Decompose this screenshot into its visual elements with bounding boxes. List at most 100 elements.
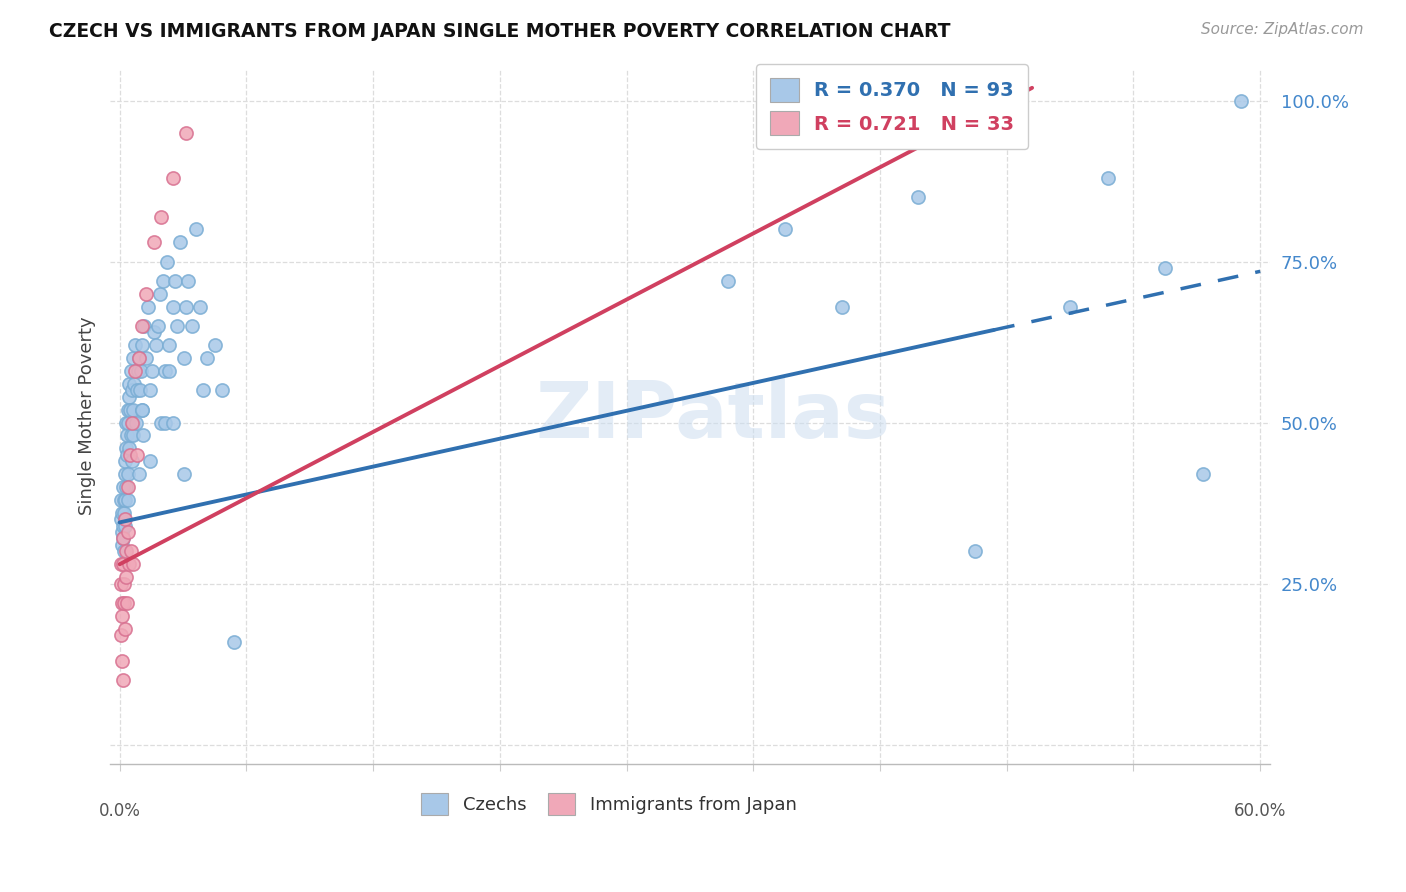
Point bbox=[122, 558, 145, 572]
Point bbox=[117, 416, 139, 430]
Point bbox=[115, 416, 138, 430]
Point bbox=[131, 319, 153, 334]
Point bbox=[125, 384, 148, 398]
Point bbox=[136, 300, 159, 314]
Point bbox=[773, 222, 796, 236]
Point bbox=[173, 467, 195, 482]
Point bbox=[114, 544, 136, 558]
Point bbox=[174, 300, 197, 314]
Point bbox=[1192, 467, 1215, 482]
Point bbox=[128, 351, 150, 366]
Point bbox=[120, 448, 142, 462]
Point bbox=[149, 286, 172, 301]
Point bbox=[117, 492, 139, 507]
Point bbox=[155, 416, 177, 430]
Point bbox=[155, 364, 177, 378]
Point bbox=[188, 300, 211, 314]
Point bbox=[110, 492, 132, 507]
Point bbox=[163, 274, 186, 288]
Point bbox=[112, 492, 135, 507]
Point bbox=[142, 326, 165, 340]
Point bbox=[112, 576, 135, 591]
Point bbox=[145, 338, 167, 352]
Point bbox=[131, 402, 153, 417]
Point bbox=[122, 376, 145, 391]
Point bbox=[139, 384, 162, 398]
Point bbox=[169, 235, 191, 250]
Point bbox=[122, 428, 145, 442]
Point bbox=[112, 506, 135, 520]
Point bbox=[193, 384, 215, 398]
Point bbox=[115, 442, 138, 456]
Point bbox=[110, 596, 132, 610]
Point bbox=[122, 351, 145, 366]
Point bbox=[117, 480, 139, 494]
Point bbox=[110, 558, 132, 572]
Point bbox=[121, 416, 143, 430]
Point bbox=[128, 384, 150, 398]
Point bbox=[120, 402, 142, 417]
Point bbox=[965, 94, 987, 108]
Point bbox=[132, 428, 155, 442]
Point bbox=[111, 532, 134, 546]
Point bbox=[114, 518, 136, 533]
Point bbox=[1097, 171, 1119, 186]
Point bbox=[110, 524, 132, 539]
Point bbox=[174, 126, 197, 140]
Point bbox=[117, 428, 139, 442]
Point bbox=[122, 402, 145, 417]
Text: 0.0%: 0.0% bbox=[98, 802, 141, 820]
Point bbox=[195, 351, 218, 366]
Point bbox=[110, 654, 132, 668]
Point bbox=[120, 428, 142, 442]
Point bbox=[965, 544, 987, 558]
Point bbox=[157, 338, 180, 352]
Point bbox=[114, 492, 136, 507]
Text: CZECH VS IMMIGRANTS FROM JAPAN SINGLE MOTHER POVERTY CORRELATION CHART: CZECH VS IMMIGRANTS FROM JAPAN SINGLE MO… bbox=[49, 22, 950, 41]
Point bbox=[150, 210, 173, 224]
Point bbox=[114, 480, 136, 494]
Point bbox=[117, 402, 139, 417]
Point bbox=[162, 171, 184, 186]
Point bbox=[117, 467, 139, 482]
Point bbox=[112, 596, 135, 610]
Point bbox=[115, 570, 138, 584]
Point bbox=[134, 319, 156, 334]
Point bbox=[162, 300, 184, 314]
Point bbox=[118, 376, 141, 391]
Point bbox=[112, 544, 135, 558]
Point bbox=[139, 454, 162, 468]
Point bbox=[118, 558, 141, 572]
Text: ZIPatlas: ZIPatlas bbox=[536, 378, 890, 454]
Point bbox=[128, 351, 150, 366]
Point bbox=[110, 506, 132, 520]
Point bbox=[162, 416, 184, 430]
Point bbox=[114, 512, 136, 526]
Point bbox=[111, 538, 134, 552]
Point bbox=[1154, 261, 1177, 276]
Point bbox=[222, 634, 245, 648]
Point bbox=[156, 254, 179, 268]
Point bbox=[121, 416, 143, 430]
Point bbox=[111, 673, 134, 687]
Point bbox=[125, 448, 148, 462]
Point bbox=[115, 596, 138, 610]
Point bbox=[152, 274, 174, 288]
Point bbox=[115, 448, 138, 462]
Point bbox=[157, 364, 180, 378]
Point bbox=[125, 416, 148, 430]
Point bbox=[142, 235, 165, 250]
Point bbox=[110, 576, 132, 591]
Point bbox=[118, 442, 141, 456]
Point bbox=[124, 338, 146, 352]
Point bbox=[124, 364, 146, 378]
Point bbox=[128, 467, 150, 482]
Text: 60.0%: 60.0% bbox=[1234, 802, 1286, 820]
Point bbox=[135, 351, 157, 366]
Point bbox=[117, 524, 139, 539]
Point bbox=[118, 390, 141, 404]
Point bbox=[184, 222, 207, 236]
Point bbox=[150, 416, 173, 430]
Point bbox=[717, 274, 740, 288]
Point bbox=[112, 532, 135, 546]
